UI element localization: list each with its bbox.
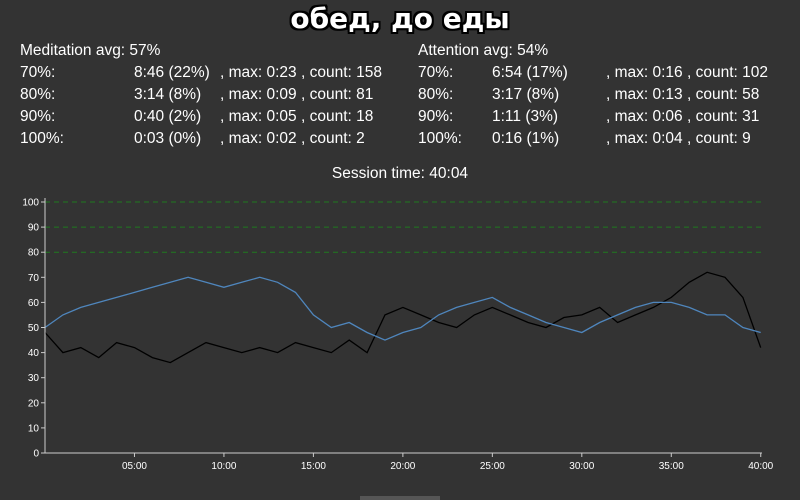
y-tick-label: 60 <box>28 298 40 309</box>
attention-row-detail: , max: 0:04 , count: 9 <box>606 130 751 147</box>
attention-row-label: 80%: <box>418 86 454 103</box>
attention-row-detail: , max: 0:06 , count: 31 <box>606 108 760 125</box>
y-tick-label: 50 <box>28 323 40 334</box>
meditation-row-label: 100%: <box>20 130 64 147</box>
meditation-row-80: 80%: 3:14 (8%) , max: 0:09 , count: 81 <box>20 84 410 106</box>
meditation-row-70: 70%: 8:46 (22%) , max: 0:23 , count: 158 <box>20 62 410 84</box>
meditation-row-time: 8:46 (22%) <box>134 64 210 81</box>
attention-row-detail: , max: 0:13 , count: 58 <box>606 86 760 103</box>
attention-avg: Attention avg: 54% <box>418 42 549 59</box>
meditation-row-100: 100%: 0:03 (0%) , max: 0:02 , count: 2 <box>20 128 410 150</box>
attention-row-label: 70%: <box>418 64 454 81</box>
attention-row-80: 80%: 3:17 (8%) , max: 0:13 , count: 58 <box>418 84 798 106</box>
x-tick-label: 25:00 <box>480 461 505 472</box>
x-tick-label: 15:00 <box>301 461 326 472</box>
attention-row-70: 70%: 6:54 (17%) , max: 0:16 , count: 102 <box>418 62 798 84</box>
attention-row-time: 3:17 (8%) <box>492 86 560 103</box>
meditation-row-detail: , max: 0:02 , count: 2 <box>220 130 365 147</box>
attention-row-label: 100%: <box>418 130 462 147</box>
meditation-stats: Meditation avg: 57% 70%: 8:46 (22%) , ma… <box>20 40 410 150</box>
meditation-row-label: 90%: <box>20 108 56 125</box>
meditation-row-time: 0:40 (2%) <box>134 108 202 125</box>
attention-row-time: 6:54 (17%) <box>492 64 568 81</box>
x-tick-label: 10:00 <box>211 461 236 472</box>
y-tick-label: 0 <box>33 449 39 460</box>
meditation-avg-row: Meditation avg: 57% <box>20 40 410 62</box>
attention-row-90: 90%: 1:11 (3%) , max: 0:06 , count: 31 <box>418 106 798 128</box>
series-line-0 <box>44 271 762 364</box>
attention-row-100: 100%: 0:16 (1%) , max: 0:04 , count: 9 <box>418 128 798 150</box>
meditation-row-detail: , max: 0:05 , count: 18 <box>220 108 374 125</box>
y-tick-label: 10 <box>28 423 40 434</box>
x-tick-label: 35:00 <box>659 461 684 472</box>
meditation-row-label: 80%: <box>20 86 56 103</box>
meditation-row-label: 70%: <box>20 64 56 81</box>
y-tick-label: 90 <box>28 223 40 234</box>
attention-row-detail: , max: 0:16 , count: 102 <box>606 64 768 81</box>
x-tick-label: 20:00 <box>390 461 415 472</box>
y-tick-label: 20 <box>28 398 40 409</box>
meditation-avg: Meditation avg: 57% <box>20 42 161 59</box>
y-tick-label: 70 <box>28 273 40 284</box>
x-tick-label: 40:00 <box>748 461 773 472</box>
y-tick-label: 30 <box>28 373 40 384</box>
meditation-row-detail: , max: 0:09 , count: 81 <box>220 86 374 103</box>
attention-stats: Attention avg: 54% 70%: 6:54 (17%) , max… <box>418 40 798 150</box>
attention-row-time: 0:16 (1%) <box>492 130 560 147</box>
meditation-row-time: 0:03 (0%) <box>134 130 202 147</box>
page-title: обед, до еды <box>290 2 510 35</box>
eeg-line-chart: 0 10 20 30 40 50 60 70 80 90 100 05:00 10:00 15:00 20:… <box>22 198 773 473</box>
attention-row-time: 1:11 (3%) <box>492 108 559 125</box>
x-tick-label: 05:00 <box>122 461 147 472</box>
x-tick-label: 30:00 <box>569 461 594 472</box>
attention-avg-row: Attention avg: 54% <box>418 40 798 62</box>
y-tick-label: 40 <box>28 348 40 359</box>
meditation-row-time: 3:14 (8%) <box>134 86 202 103</box>
session-time: Session time: 40:04 <box>331 165 469 182</box>
series-line-1 <box>44 276 761 341</box>
scrollbar-thumb[interactable] <box>360 496 440 500</box>
meditation-row-detail: , max: 0:23 , count: 158 <box>220 64 382 81</box>
y-tick-label: 100 <box>22 198 39 209</box>
meditation-row-90: 90%: 0:40 (2%) , max: 0:05 , count: 18 <box>20 106 410 128</box>
attention-row-label: 90%: <box>418 108 454 125</box>
y-tick-label: 80 <box>28 248 40 259</box>
